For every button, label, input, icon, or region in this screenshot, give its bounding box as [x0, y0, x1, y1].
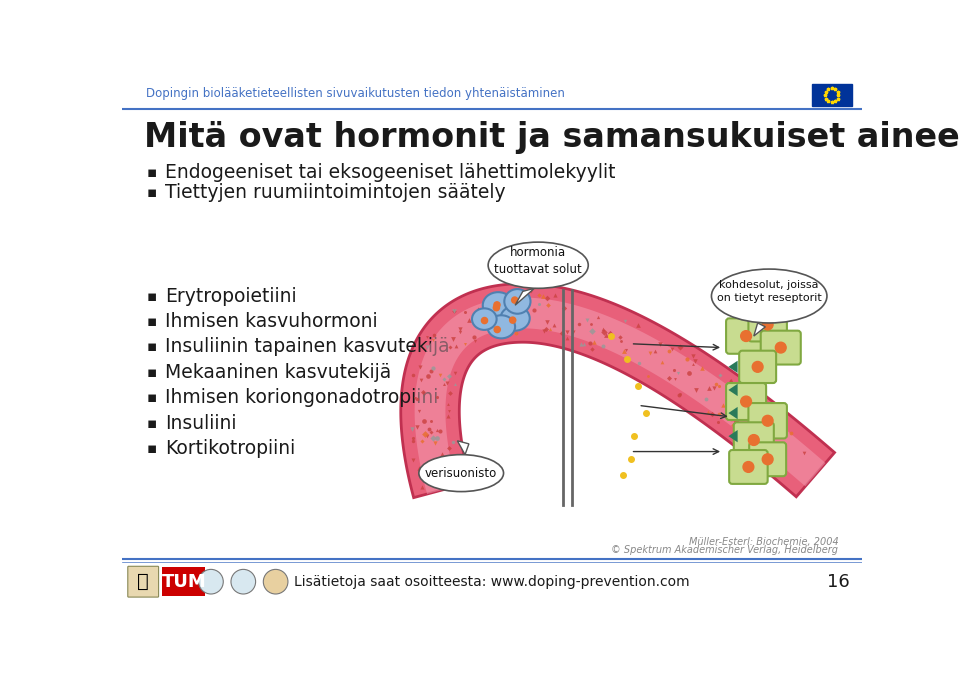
Circle shape: [743, 462, 754, 473]
Text: Insuliinin tapainen kasvutekijä: Insuliinin tapainen kasvutekijä: [165, 337, 449, 357]
FancyBboxPatch shape: [726, 318, 766, 354]
Circle shape: [512, 297, 517, 303]
Text: ▪: ▪: [147, 390, 156, 405]
Circle shape: [753, 361, 763, 372]
Circle shape: [762, 415, 773, 426]
Ellipse shape: [504, 289, 531, 313]
FancyBboxPatch shape: [739, 350, 776, 383]
Text: ▪: ▪: [147, 184, 156, 199]
Text: 16: 16: [828, 572, 850, 591]
Text: TUM: TUM: [161, 572, 206, 591]
Ellipse shape: [483, 292, 514, 318]
Text: Mitä ovat hormonit ja samansukuiset aineet?: Mitä ovat hormonit ja samansukuiset aine…: [144, 121, 960, 154]
FancyBboxPatch shape: [760, 331, 801, 365]
FancyBboxPatch shape: [128, 566, 158, 597]
FancyBboxPatch shape: [749, 307, 787, 342]
Ellipse shape: [419, 455, 504, 492]
Text: ▪: ▪: [147, 441, 156, 456]
Text: © Spektrum Akademischer Verlag, Heidelberg: © Spektrum Akademischer Verlag, Heidelbe…: [612, 545, 838, 555]
Text: Tiettyjen ruumiintoimintojen säätely: Tiettyjen ruumiintoimintojen säätely: [165, 182, 505, 201]
FancyBboxPatch shape: [811, 84, 852, 106]
FancyBboxPatch shape: [162, 567, 204, 596]
Circle shape: [481, 318, 488, 324]
Circle shape: [762, 319, 773, 330]
Polygon shape: [516, 288, 535, 305]
Circle shape: [493, 305, 499, 311]
Circle shape: [776, 342, 786, 353]
Polygon shape: [729, 407, 737, 419]
Text: ▪: ▪: [147, 365, 156, 380]
Text: ▪: ▪: [147, 339, 156, 354]
FancyBboxPatch shape: [726, 383, 766, 420]
Text: Lisätietoja saat osoitteesta: www.doping-prevention.com: Lisätietoja saat osoitteesta: www.doping…: [294, 574, 690, 589]
Polygon shape: [457, 441, 468, 455]
Text: Müller-Esterl: Biochemie, 2004: Müller-Esterl: Biochemie, 2004: [688, 538, 838, 547]
Text: Mekaaninen kasvutekijä: Mekaaninen kasvutekijä: [165, 363, 391, 382]
Text: hormonia
tuottavat solut: hormonia tuottavat solut: [494, 246, 582, 276]
Text: Kortikotropiini: Kortikotropiini: [165, 439, 295, 458]
Text: ▪: ▪: [147, 288, 156, 303]
Ellipse shape: [488, 316, 516, 338]
FancyBboxPatch shape: [749, 443, 786, 476]
Text: 🏛: 🏛: [137, 572, 149, 591]
Text: Insuliini: Insuliini: [165, 414, 236, 432]
Ellipse shape: [488, 242, 588, 288]
Circle shape: [494, 326, 500, 333]
Text: Erytropoietiini: Erytropoietiini: [165, 287, 297, 305]
Polygon shape: [415, 298, 826, 494]
Circle shape: [762, 454, 773, 464]
Polygon shape: [729, 384, 737, 396]
Text: Dopingin biolääketieteellisten sivuvaikutusten tiedon yhtenäistäminen: Dopingin biolääketieteellisten sivuvaiku…: [146, 87, 564, 100]
Polygon shape: [400, 283, 834, 498]
Circle shape: [263, 570, 288, 594]
Text: kohdesolut, joissa
on tietyt reseptorit: kohdesolut, joissa on tietyt reseptorit: [717, 280, 822, 303]
Text: ▪: ▪: [147, 415, 156, 430]
Circle shape: [741, 331, 752, 342]
Ellipse shape: [472, 308, 496, 330]
Circle shape: [231, 570, 255, 594]
Ellipse shape: [711, 269, 827, 323]
Ellipse shape: [500, 306, 530, 331]
Circle shape: [749, 434, 759, 445]
FancyBboxPatch shape: [730, 450, 768, 484]
Text: Ihmisen kasvuhormoni: Ihmisen kasvuhormoni: [165, 312, 377, 331]
Polygon shape: [729, 430, 737, 443]
FancyBboxPatch shape: [733, 422, 774, 458]
Text: Endogeeniset tai eksogeeniset lähettimolekyylit: Endogeeniset tai eksogeeniset lähettimol…: [165, 163, 615, 182]
Text: ▪: ▪: [147, 314, 156, 329]
Text: verisuonisto: verisuonisto: [425, 466, 497, 479]
FancyBboxPatch shape: [749, 403, 787, 438]
Polygon shape: [729, 361, 737, 373]
Polygon shape: [754, 323, 765, 336]
Text: Ihmisen koriongonadotropiini: Ihmisen koriongonadotropiini: [165, 388, 438, 407]
Text: ▪: ▪: [147, 165, 156, 180]
Circle shape: [493, 302, 500, 308]
Circle shape: [199, 570, 224, 594]
Circle shape: [510, 317, 516, 323]
Circle shape: [741, 396, 752, 407]
